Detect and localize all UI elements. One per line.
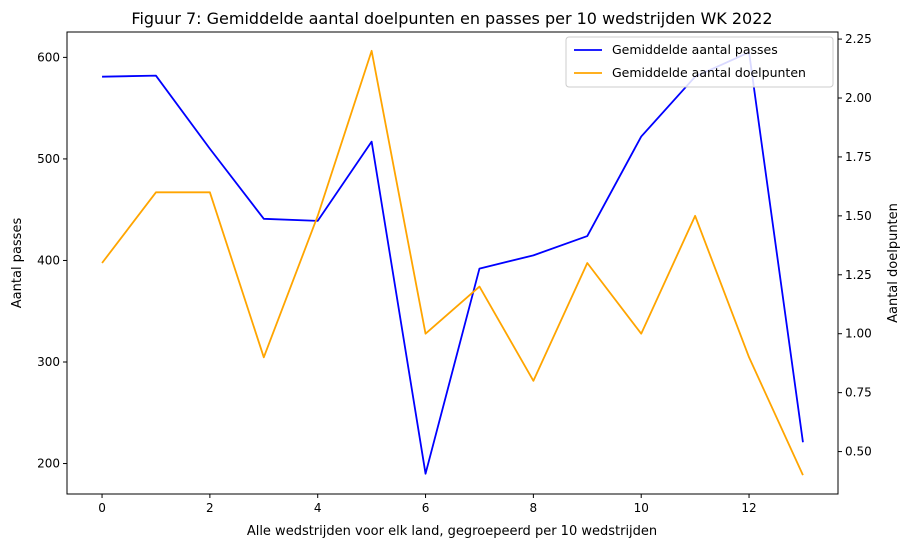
plot-frame bbox=[66, 31, 839, 495]
y-right-tick: 2.25 bbox=[838, 32, 872, 46]
x-tick-label: 2 bbox=[206, 501, 214, 515]
y-left-tick-label: 300 bbox=[37, 355, 60, 369]
y-right-tick: 1.50 bbox=[838, 209, 872, 223]
x-tick: 0 bbox=[98, 494, 106, 515]
y-left-tick: 500 bbox=[37, 152, 67, 166]
x-tick: 8 bbox=[530, 494, 538, 515]
y-left-tick-label: 500 bbox=[37, 152, 60, 166]
y-left-tick: 200 bbox=[37, 457, 67, 471]
y-right-tick-label: 2.00 bbox=[845, 91, 872, 105]
y-right-tick-label: 1.75 bbox=[845, 150, 872, 164]
x-tick-label: 6 bbox=[422, 501, 430, 515]
y-axis-right-label: Aantal doelpunten bbox=[886, 203, 901, 323]
y-left-tick-label: 600 bbox=[37, 50, 60, 64]
x-tick: 2 bbox=[206, 494, 214, 515]
y-right-tick-label: 0.50 bbox=[845, 445, 872, 459]
x-tick: 6 bbox=[422, 494, 430, 515]
x-tick-label: 12 bbox=[741, 501, 756, 515]
series-line-doelpunten bbox=[101, 49, 804, 476]
chart-title: Figuur 7: Gemiddelde aantal doelpunten e… bbox=[131, 9, 772, 28]
legend-box bbox=[565, 36, 834, 88]
x-tick-label: 8 bbox=[530, 501, 538, 515]
y-right-tick-label: 1.50 bbox=[845, 209, 872, 223]
y-left-tick: 300 bbox=[37, 355, 67, 369]
x-tick-label: 0 bbox=[98, 501, 106, 515]
y-left-tick-label: 200 bbox=[37, 457, 60, 471]
y-right-tick-label: 1.25 bbox=[845, 268, 872, 282]
x-tick: 12 bbox=[741, 494, 757, 515]
x-tick: 10 bbox=[634, 494, 649, 515]
y-right-tick-label: 0.75 bbox=[845, 386, 872, 400]
y-right-tick-label: 1.00 bbox=[845, 327, 872, 341]
y-right-tick: 1.00 bbox=[838, 327, 872, 341]
x-tick: 4 bbox=[314, 494, 322, 515]
x-tick-label: 10 bbox=[634, 501, 649, 515]
y-axis-left-ticks: 200 300 400 500 600 bbox=[37, 50, 67, 471]
y-right-tick: 1.25 bbox=[838, 268, 872, 282]
legend: Gemiddelde aantal passes Gemiddelde aant… bbox=[565, 36, 834, 88]
y-right-tick: 0.75 bbox=[838, 386, 872, 400]
y-left-tick-label: 400 bbox=[37, 253, 60, 267]
y-left-tick: 400 bbox=[37, 253, 67, 267]
y-right-tick: 2.00 bbox=[838, 91, 872, 105]
y-axis-left-label: Aantal passes bbox=[10, 218, 25, 309]
x-axis-label: Alle wedstrijden voor elk land, gegroepe… bbox=[247, 524, 657, 539]
y-left-tick: 600 bbox=[37, 50, 67, 64]
legend-label-doelpunten: Gemiddelde aantal doelpunten bbox=[612, 65, 806, 80]
y-right-tick: 1.75 bbox=[838, 150, 872, 164]
x-tick-label: 4 bbox=[314, 501, 322, 515]
legend-label-passes: Gemiddelde aantal passes bbox=[612, 42, 778, 57]
x-axis-ticks: 0 2 4 6 8 10 12 bbox=[98, 494, 757, 515]
y-right-tick-label: 2.25 bbox=[845, 32, 872, 46]
y-right-tick: 0.50 bbox=[838, 445, 872, 459]
y-axis-right-ticks: 0.50 0.75 1.00 1.25 1.50 1.75 2.00 2.25 bbox=[838, 32, 872, 459]
